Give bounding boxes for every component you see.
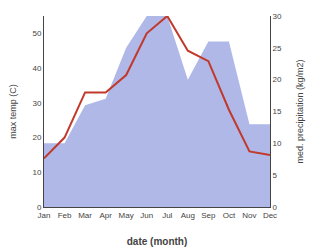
svg-text:50: 50 bbox=[32, 29, 41, 38]
svg-text:40: 40 bbox=[32, 64, 41, 73]
svg-text:Nov: Nov bbox=[242, 211, 256, 220]
svg-text:Oct: Oct bbox=[223, 211, 236, 220]
svg-text:Jun: Jun bbox=[140, 211, 153, 220]
svg-text:5: 5 bbox=[273, 171, 278, 180]
svg-text:Apr: Apr bbox=[99, 211, 112, 220]
svg-text:10: 10 bbox=[32, 168, 41, 177]
svg-text:Sep: Sep bbox=[201, 211, 216, 220]
svg-text:Dec: Dec bbox=[263, 211, 277, 220]
svg-text:20: 20 bbox=[273, 75, 282, 84]
svg-text:Mar: Mar bbox=[78, 211, 92, 220]
svg-text:Jul: Jul bbox=[162, 211, 172, 220]
svg-text:20: 20 bbox=[32, 133, 41, 142]
svg-text:med. precipitation (kg/m2): med. precipitation (kg/m2) bbox=[295, 59, 305, 163]
svg-text:25: 25 bbox=[273, 44, 282, 53]
svg-text:15: 15 bbox=[273, 107, 282, 116]
svg-text:0: 0 bbox=[273, 203, 278, 212]
svg-text:date (month): date (month) bbox=[127, 236, 188, 247]
svg-text:May: May bbox=[119, 211, 134, 220]
svg-text:Feb: Feb bbox=[58, 211, 72, 220]
svg-text:30: 30 bbox=[32, 99, 41, 108]
svg-text:10: 10 bbox=[273, 139, 282, 148]
svg-text:0: 0 bbox=[37, 203, 42, 212]
svg-text:Aug: Aug bbox=[181, 211, 195, 220]
svg-text:max temp (C): max temp (C) bbox=[8, 84, 18, 139]
svg-text:Jan: Jan bbox=[38, 211, 51, 220]
svg-text:30: 30 bbox=[273, 12, 282, 21]
